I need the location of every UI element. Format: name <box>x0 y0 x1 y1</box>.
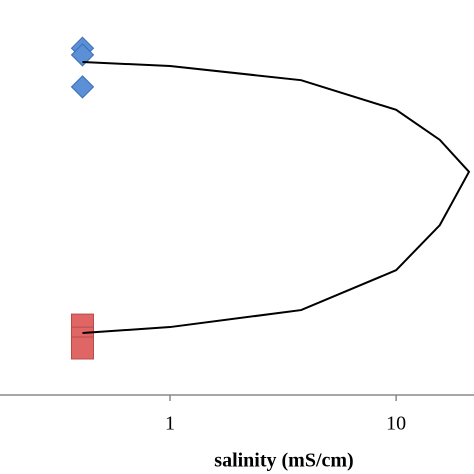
x-tick-label: 10 <box>386 413 406 435</box>
diamond-marker <box>70 43 95 67</box>
x-tick-label: 1 <box>165 413 175 435</box>
curve <box>82 61 471 334</box>
diamond-marker <box>70 75 95 99</box>
square-marker <box>70 336 94 360</box>
x-axis-label: salinity (mS/cm) <box>214 450 353 472</box>
